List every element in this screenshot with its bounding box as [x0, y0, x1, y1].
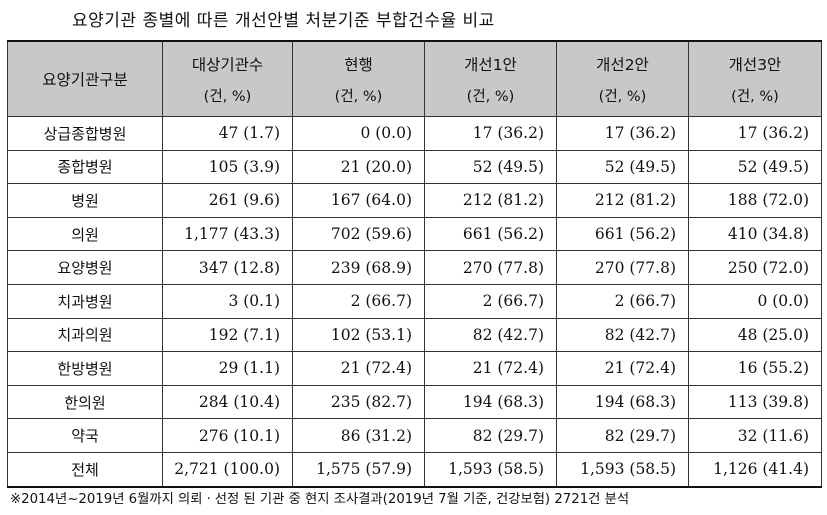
- table-cell: 17 (36.2): [688, 116, 822, 151]
- table-cell: 105 (3.9): [162, 149, 293, 185]
- row-category: 상급종합병원: [7, 116, 163, 151]
- table-cell: 702 (59.6): [292, 216, 425, 252]
- table-cell: 347 (12.8): [162, 250, 293, 285]
- table-cell: 250 (72.0): [688, 250, 822, 285]
- table-cell: 235 (82.7): [292, 384, 425, 420]
- table-cell: 0 (0.0): [292, 116, 425, 151]
- header-col-plan1: 개선1안 (건, %): [424, 40, 557, 117]
- table-cell: 82 (29.7): [424, 418, 557, 453]
- table-cell: 29 (1.1): [162, 351, 293, 386]
- table-cell: 21 (72.4): [424, 351, 557, 386]
- table-cell: 17 (36.2): [424, 116, 557, 151]
- table-body: 상급종합병원 47 (1.7) 0 (0.0) 17 (36.2) 17 (36.2) 1…: [7, 116, 822, 488]
- table-cell: 3 (0.1): [162, 283, 293, 319]
- table-cell: 212 (81.2): [424, 183, 557, 218]
- header-unit: (건, %): [731, 88, 779, 105]
- table-cell: 2,721 (100.0): [162, 451, 293, 488]
- table-cell: 47 (1.7): [162, 116, 293, 151]
- table-cell: 52 (49.5): [688, 149, 822, 185]
- table-cell: 0 (0.0): [688, 283, 822, 319]
- table-row: 한의원 284 (10.4) 235 (82.7) 194 (68.3) 194 (68…: [7, 384, 822, 420]
- header-row: 요양기관구분 대상기관수 (건, %) 현행 (건, %) 개선1안 (건, %…: [7, 40, 822, 117]
- header-label: 개선3안: [728, 55, 782, 74]
- table-cell: 212 (81.2): [556, 183, 689, 218]
- table-header: 요양기관구분 대상기관수 (건, %) 현행 (건, %) 개선1안 (건, %…: [7, 40, 822, 117]
- table-row: 치과의원 192 (7.1) 102 (53.1) 82 (42.7) 82 (42.7…: [7, 317, 822, 353]
- table-cell: 82 (42.7): [424, 317, 557, 353]
- table-cell: 194 (68.3): [556, 384, 689, 420]
- table-row: 한방병원 29 (1.1) 21 (72.4) 21 (72.4) 21 (72.4) 1…: [7, 351, 822, 386]
- table-cell: 82 (42.7): [556, 317, 689, 353]
- header-label: 대상기관수: [191, 55, 264, 74]
- table-row: 상급종합병원 47 (1.7) 0 (0.0) 17 (36.2) 17 (36.2) 1…: [7, 116, 822, 151]
- table-row: 요양병원 347 (12.8) 239 (68.9) 270 (77.8) 270 (7…: [7, 250, 822, 285]
- table-cell: 16 (55.2): [688, 351, 822, 386]
- comparison-table: 요양기관구분 대상기관수 (건, %) 현행 (건, %) 개선1안 (건, %…: [7, 40, 822, 488]
- table-cell: 661 (56.2): [424, 216, 557, 252]
- table-cell: 21 (20.0): [292, 149, 425, 185]
- table-cell: 82 (29.7): [556, 418, 689, 453]
- table-cell: 239 (68.9): [292, 250, 425, 285]
- header-col-target: 대상기관수 (건, %): [162, 40, 293, 117]
- table-cell: 167 (64.0): [292, 183, 425, 218]
- row-category: 전체: [7, 451, 163, 488]
- table-cell: 21 (72.4): [556, 351, 689, 386]
- row-category: 약국: [7, 418, 163, 453]
- header-unit: (건, %): [598, 88, 647, 105]
- header-label: 현행: [344, 55, 373, 74]
- row-category: 한의원: [7, 384, 163, 420]
- table-cell: 1,575 (57.9): [292, 451, 425, 488]
- total-row: 전체 2,721 (100.0) 1,575 (57.9) 1,593 (58.5) 1…: [7, 451, 822, 488]
- table-cell: 1,126 (41.4): [688, 451, 822, 488]
- table-cell: 2 (66.7): [556, 283, 689, 319]
- header-category: 요양기관구분: [7, 40, 163, 117]
- table-cell: 21 (72.4): [292, 351, 425, 386]
- row-category: 종합병원: [7, 149, 163, 185]
- table-row: 의원 1,177 (43.3) 702 (59.6) 661 (56.2) 661 (5…: [7, 216, 822, 252]
- header-col-plan3: 개선3안 (건, %): [688, 40, 822, 117]
- row-category: 요양병원: [7, 250, 163, 285]
- table-cell: 276 (10.1): [162, 418, 293, 453]
- table-cell: 52 (49.5): [424, 149, 557, 185]
- table-row: 치과병원 3 (0.1) 2 (66.7) 2 (66.7) 2 (66.7) 0 (0.…: [7, 283, 822, 319]
- table-cell: 1,177 (43.3): [162, 216, 293, 252]
- table-cell: 52 (49.5): [556, 149, 689, 185]
- table-cell: 270 (77.8): [556, 250, 689, 285]
- header-unit: (건, %): [203, 88, 252, 105]
- table-row: 병원 261 (9.6) 167 (64.0) 212 (81.2) 212 (81.2…: [7, 183, 822, 218]
- table-cell: 410 (34.8): [688, 216, 822, 252]
- row-category: 치과병원: [7, 283, 163, 319]
- table-cell: 261 (9.6): [162, 183, 293, 218]
- table-cell: 284 (10.4): [162, 384, 293, 420]
- header-label: 개선1안: [464, 55, 517, 74]
- row-category: 한방병원: [7, 351, 163, 386]
- row-category: 병원: [7, 183, 163, 218]
- table-cell: 188 (72.0): [688, 183, 822, 218]
- header-col-current: 현행 (건, %): [292, 40, 425, 117]
- table-cell: 192 (7.1): [162, 317, 293, 353]
- row-category: 의원: [7, 216, 163, 252]
- table-cell: 2 (66.7): [424, 283, 557, 319]
- header-unit: (건, %): [334, 88, 383, 105]
- header-label: 개선2안: [596, 55, 649, 74]
- table-cell: 102 (53.1): [292, 317, 425, 353]
- table-cell: 32 (11.6): [688, 418, 822, 453]
- table-row: 종합병원 105 (3.9) 21 (20.0) 52 (49.5) 52 (49.5)…: [7, 149, 822, 185]
- table-cell: 2 (66.7): [292, 283, 425, 319]
- table-cell: 661 (56.2): [556, 216, 689, 252]
- table-cell: 194 (68.3): [424, 384, 557, 420]
- table-cell: 1,593 (58.5): [424, 451, 557, 488]
- row-category: 치과의원: [7, 317, 163, 353]
- table-cell: 270 (77.8): [424, 250, 557, 285]
- table-title: 요양기관 종별에 따른 개선안별 처분기준 부합건수율 비교: [72, 11, 495, 31]
- table-cell: 113 (39.8): [688, 384, 822, 420]
- table-cell: 48 (25.0): [688, 317, 822, 353]
- header-unit: (건, %): [466, 88, 515, 105]
- header-col-plan2: 개선2안 (건, %): [556, 40, 689, 117]
- table-row: 약국 276 (10.1) 86 (31.2) 82 (29.7) 82 (29.7) 3…: [7, 418, 822, 453]
- table-cell: 1,593 (58.5): [556, 451, 689, 488]
- table-cell: 86 (31.2): [292, 418, 425, 453]
- footnote: ※2014년~2019년 6월까지 의뢰ㆍ선정 된 기관 중 현지 조사결과(2…: [10, 492, 630, 507]
- table-cell: 17 (36.2): [556, 116, 689, 151]
